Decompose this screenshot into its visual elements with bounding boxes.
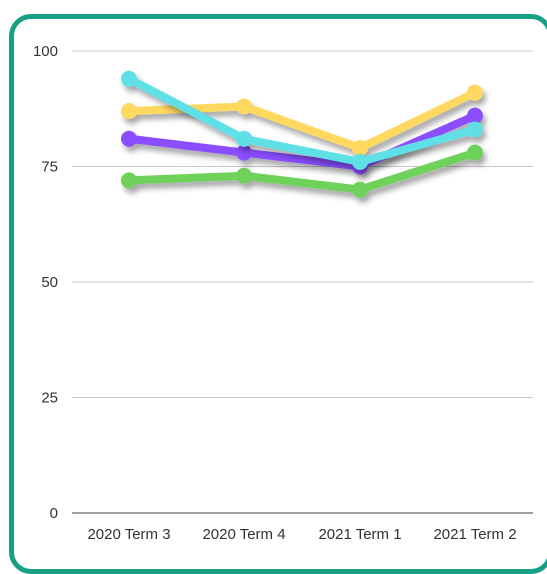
data-point bbox=[352, 181, 368, 198]
y-tick-label: 0 bbox=[50, 505, 58, 522]
x-tick-label: 2021 Term 2 bbox=[433, 526, 516, 543]
data-point bbox=[352, 153, 368, 170]
y-tick-label: 75 bbox=[41, 159, 58, 176]
x-tick-label: 2020 Term 4 bbox=[202, 526, 285, 543]
series-line bbox=[125, 148, 479, 194]
x-tick-label: 2020 Term 3 bbox=[87, 526, 170, 543]
series-line bbox=[125, 74, 479, 166]
data-point bbox=[352, 140, 368, 157]
series-4 bbox=[121, 144, 483, 198]
gridlines bbox=[72, 50, 533, 514]
y-axis-ticks: 0 25 50 75 100 bbox=[33, 43, 58, 522]
data-point bbox=[467, 144, 483, 161]
data-point bbox=[236, 130, 252, 147]
y-tick-label: 100 bbox=[33, 43, 58, 60]
data-point bbox=[236, 98, 252, 115]
y-tick-label: 50 bbox=[41, 274, 58, 291]
data-point bbox=[236, 144, 252, 161]
series-group bbox=[121, 70, 483, 198]
data-point bbox=[236, 167, 252, 184]
data-point bbox=[121, 103, 137, 120]
data-point bbox=[467, 121, 483, 138]
x-tick-label: 2021 Term 1 bbox=[318, 526, 401, 543]
chart-card bbox=[9, 14, 547, 574]
series-3 bbox=[121, 70, 483, 170]
x-axis-ticks: 2020 Term 3 2020 Term 4 2021 Term 1 2021 Te… bbox=[87, 526, 516, 543]
data-point bbox=[121, 130, 137, 147]
data-point bbox=[467, 107, 483, 124]
y-tick-label: 25 bbox=[41, 390, 58, 407]
data-point bbox=[121, 70, 137, 87]
data-point bbox=[121, 172, 137, 189]
series-line bbox=[125, 111, 479, 171]
data-point bbox=[467, 84, 483, 101]
